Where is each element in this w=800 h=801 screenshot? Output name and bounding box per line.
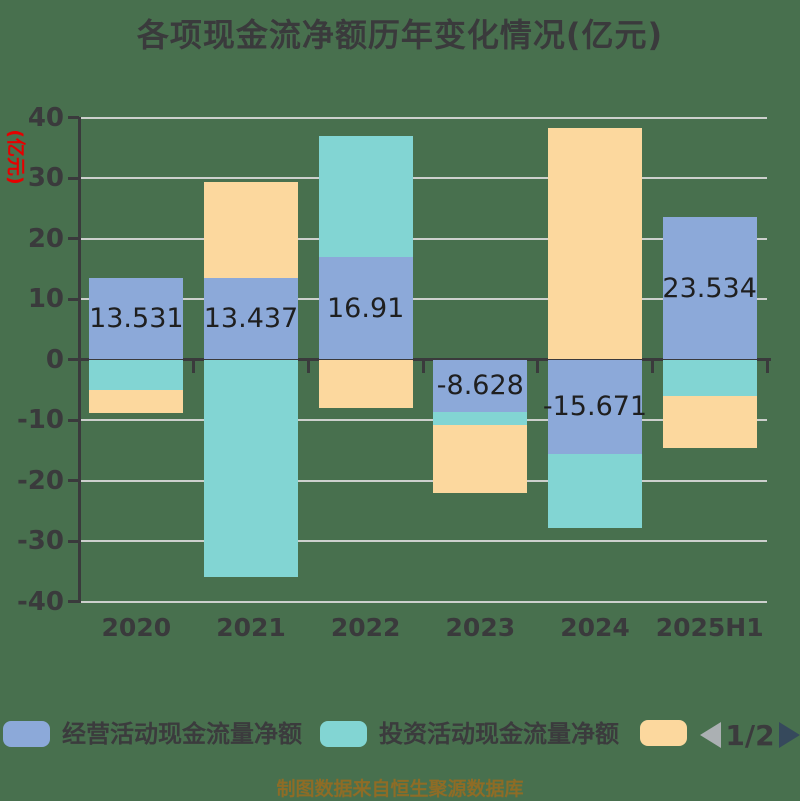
legend-page-indicator: 1/2 [725, 719, 775, 752]
gridline [79, 540, 767, 542]
bar-segment[interactable] [318, 359, 413, 408]
bar-segment[interactable] [204, 182, 298, 279]
legend-prev-arrow-icon[interactable] [700, 722, 721, 748]
y-axis-tick [68, 418, 79, 422]
bar-value-label: 23.534 [662, 272, 757, 304]
bar-segment[interactable] [318, 257, 413, 360]
legend-item-investing[interactable]: 投资活动现金流量净额 [320, 720, 619, 748]
y-axis-tick-label: -40 [17, 586, 64, 617]
legend-item-operating[interactable]: 经营活动现金流量净额 [3, 720, 302, 748]
legend-item-financing[interactable] [640, 720, 687, 746]
x-axis-tick [536, 361, 540, 373]
x-axis-tick [192, 361, 196, 373]
y-axis-tick-label: 40 [27, 102, 64, 133]
x-axis-tick [77, 361, 81, 373]
y-axis-tick-label: -20 [17, 465, 64, 496]
y-axis-tick [68, 539, 79, 543]
bar-segment[interactable] [204, 278, 298, 360]
bar-segment[interactable] [662, 396, 757, 449]
y-axis-tick-label: -10 [17, 405, 64, 435]
bar-segment[interactable] [433, 411, 528, 425]
x-axis-tick [765, 361, 769, 373]
bar-value-label: 13.531 [89, 303, 184, 335]
gridline [79, 479, 767, 482]
bar-segment[interactable] [318, 135, 413, 258]
legend-swatch-investing [320, 721, 367, 747]
x-axis-category-label: 2024 [560, 613, 630, 642]
gridline [79, 116, 767, 119]
y-axis-tick-label: 0 [45, 344, 64, 375]
legend-swatch-financing [640, 720, 687, 746]
bar-value-label: -8.628 [436, 370, 524, 402]
x-axis-category-label: 2021 [216, 613, 286, 642]
gridline [79, 600, 767, 603]
gridline [79, 237, 767, 240]
y-axis-tick-label: 30 [27, 163, 64, 193]
bar-segment[interactable] [662, 359, 757, 397]
gridline [79, 419, 767, 421]
bar-segment[interactable] [548, 359, 642, 455]
bar-value-label: -15.671 [542, 391, 648, 423]
y-axis-tick [68, 358, 79, 361]
legend-next-arrow-icon[interactable] [779, 722, 800, 748]
bar-segment[interactable] [662, 217, 757, 360]
y-axis-tick [68, 479, 79, 482]
x-axis-zero-line [79, 358, 771, 361]
bar-segment[interactable] [204, 359, 298, 577]
chart-title: 各项现金流净额历年变化情况(亿元) [136, 16, 664, 54]
legend-swatch-operating [3, 721, 50, 747]
bar-segment[interactable] [433, 359, 528, 412]
y-axis-tick [68, 176, 79, 180]
x-axis-category-label: 2025H1 [655, 613, 764, 642]
bar-segment[interactable] [89, 277, 184, 360]
x-axis-category-label: 2022 [330, 613, 401, 642]
x-axis-tick [421, 361, 425, 373]
y-axis-tick [68, 297, 79, 301]
bar-segment[interactable] [89, 359, 184, 390]
bar-segment[interactable] [548, 454, 642, 529]
y-axis-tick-label: 10 [27, 284, 64, 314]
gridline [79, 298, 767, 300]
y-axis-tick-label: 20 [27, 223, 64, 254]
bar-value-label: 16.91 [327, 292, 405, 324]
x-axis-category-label: 2023 [445, 613, 516, 642]
legend-label-investing: 投资活动现金流量净额 [379, 720, 619, 748]
bar-segment[interactable] [433, 425, 528, 494]
x-axis-tick [650, 361, 654, 373]
bar-value-label: 13.437 [203, 303, 299, 335]
y-axis-tick-label: -30 [17, 526, 64, 556]
bar-segment[interactable] [548, 127, 642, 360]
bar-segment[interactable] [89, 389, 184, 413]
x-axis-tick [306, 361, 310, 373]
y-axis-tick [68, 237, 79, 240]
gridline [79, 177, 767, 179]
x-axis-category-label: 2020 [101, 613, 172, 642]
data-source-note: 制图数据来自恒生聚源数据库 [276, 778, 524, 800]
legend-label-operating: 经营活动现金流量净额 [62, 720, 302, 748]
y-axis-tick [68, 116, 79, 119]
y-axis-tick [68, 600, 79, 603]
